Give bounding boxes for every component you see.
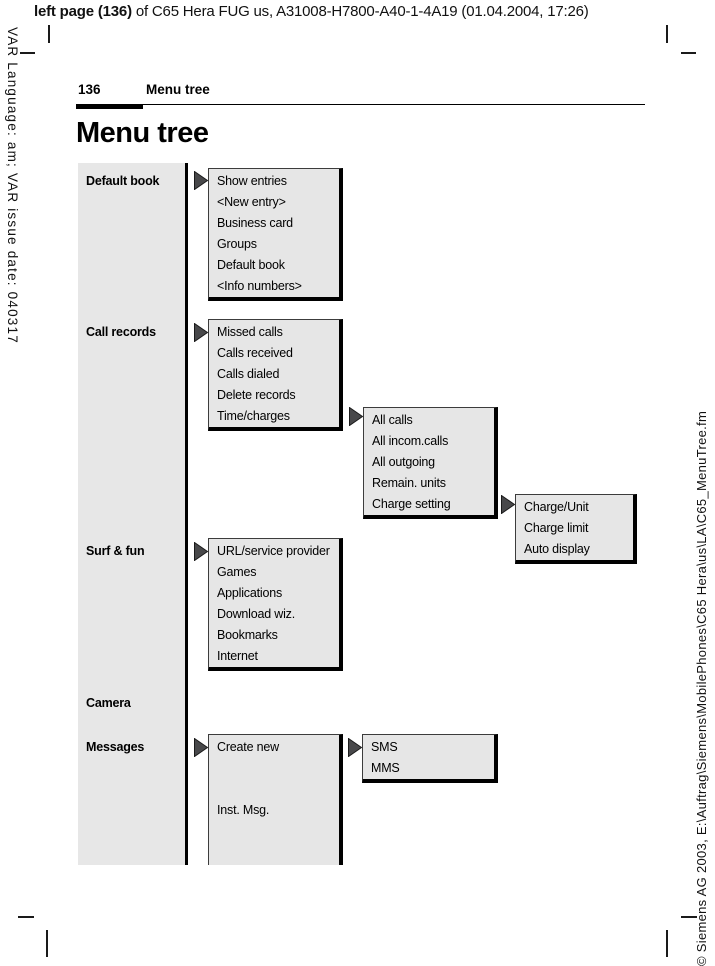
- page-title: Menu tree: [76, 117, 209, 149]
- crop-mark-bottom-left-v: [46, 930, 48, 957]
- submenu-box-time-charges: All calls All incom.calls All outgoing R…: [363, 407, 498, 519]
- menu-item: Inst. Msg.: [217, 803, 270, 817]
- menu-label-surf-fun: Surf & fun: [86, 544, 145, 558]
- menu-item: Games: [217, 565, 257, 579]
- menu-item: Delete records: [217, 388, 296, 402]
- menu-item: Calls received: [217, 346, 293, 360]
- submenu-box-messages: Create new Inst. Msg.: [208, 734, 343, 865]
- crop-mark-top-left-h: [20, 52, 35, 54]
- arrow-right-icon: [194, 171, 208, 190]
- menu-item: SMS: [371, 740, 398, 754]
- menu-item: Missed calls: [217, 325, 283, 339]
- arrow-right-icon: [348, 738, 362, 757]
- menu-item: <Info numbers>: [217, 279, 302, 293]
- menu-item: Charge/Unit: [524, 500, 589, 514]
- arrow-right-icon: [349, 407, 363, 426]
- menu-item: Auto display: [524, 542, 590, 556]
- menu-label-call-records: Call records: [86, 325, 156, 339]
- print-info-header: left page (136) of C65 Hera FUG us, A310…: [34, 3, 589, 20]
- menu-item: [209, 779, 339, 800]
- crop-mark-top-left-v: [48, 25, 50, 43]
- print-info-details: of C65 Hera FUG us, A31008-H7800-A40-1-4…: [131, 3, 589, 20]
- running-header-title: Menu tree: [146, 82, 210, 97]
- menu-item: Remain. units: [372, 476, 446, 490]
- menu-label-camera: Camera: [86, 696, 131, 710]
- page-number: 136: [78, 82, 101, 97]
- menu-item: Charge setting: [372, 497, 451, 511]
- menu-item: All calls: [372, 413, 413, 427]
- menu-item: MMS: [371, 761, 400, 775]
- menu-item: Download wiz.: [217, 607, 295, 621]
- menu-item: Groups: [217, 237, 257, 251]
- menu-item: Bookmarks: [217, 628, 278, 642]
- menu-item: [209, 758, 339, 779]
- menu-item: Create new: [217, 740, 279, 754]
- crop-mark-top-right-v: [666, 25, 668, 43]
- arrow-right-icon: [501, 495, 515, 514]
- print-info-page-ref: left page (136): [34, 3, 132, 20]
- menu-item: <New entry>: [217, 195, 286, 209]
- submenu-box-create-new: SMS MMS: [362, 734, 498, 783]
- submenu-box-charge-setting: Charge/Unit Charge limit Auto display: [515, 494, 637, 564]
- menu-label-default-book: Default book: [86, 174, 160, 188]
- crop-mark-bottom-right-v: [666, 930, 668, 957]
- submenu-box-default-book: Show entries <New entry> Business card G…: [208, 168, 343, 301]
- header-rule: [76, 104, 645, 106]
- menu-item: Business card: [217, 216, 293, 230]
- header-rule-accent: [76, 104, 143, 109]
- menu-item: Internet: [217, 649, 258, 663]
- menu-item: All incom.calls: [372, 434, 449, 448]
- menu-item: All outgoing: [372, 455, 435, 469]
- menu-item: Charge limit: [524, 521, 589, 535]
- arrow-right-icon: [194, 323, 208, 342]
- arrow-right-icon: [194, 542, 208, 561]
- menu-item: Time/charges: [217, 409, 290, 423]
- menu-label-messages: Messages: [86, 740, 145, 754]
- menu-item: Calls dialed: [217, 367, 280, 381]
- menu-item: Applications: [217, 586, 283, 600]
- submenu-box-call-records: Missed calls Calls received Calls dialed…: [208, 319, 343, 431]
- submenu-box-surf-fun: URL/service provider Games Applications …: [208, 538, 343, 671]
- menu-item: Default book: [217, 258, 285, 272]
- main-menu-column: [78, 163, 188, 865]
- crop-mark-top-right-h: [681, 52, 696, 54]
- menu-item: URL/service provider: [217, 544, 330, 558]
- arrow-right-icon: [194, 738, 208, 757]
- menu-item: Show entries: [217, 174, 287, 188]
- crop-mark-bottom-left-h: [18, 916, 34, 918]
- crop-mark-bottom-right-h: [681, 916, 697, 918]
- menu-tree: Default book Call records Surf & fun Cam…: [0, 163, 715, 865]
